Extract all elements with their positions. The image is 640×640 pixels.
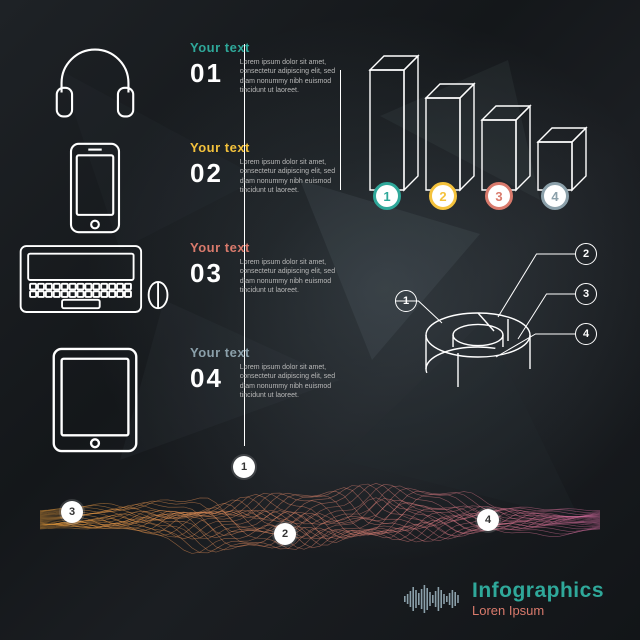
wave-marker: 3 <box>61 501 83 523</box>
wave-marker: 1 <box>233 456 255 478</box>
wave-marker: 4 <box>477 509 499 531</box>
footer: Infographics Loren Ipsum <box>404 579 604 618</box>
wave-surface <box>0 0 640 640</box>
footer-title: Infographics <box>472 579 604 603</box>
footer-subtitle: Loren Ipsum <box>472 603 604 618</box>
equalizer-icon <box>404 582 460 616</box>
wave-marker: 2 <box>274 523 296 545</box>
